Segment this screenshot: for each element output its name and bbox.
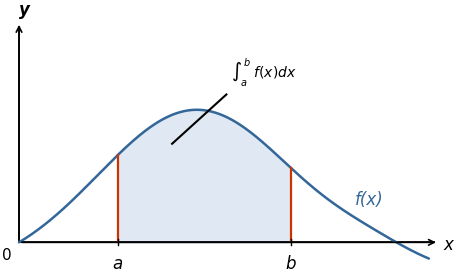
Text: $\int_a^b$ $f(x)dx$: $\int_a^b$ $f(x)dx$ — [232, 56, 297, 89]
Text: b: b — [286, 255, 296, 273]
Text: x: x — [444, 236, 454, 254]
Text: f(x): f(x) — [355, 191, 384, 209]
Text: y: y — [19, 1, 30, 19]
Text: 0: 0 — [2, 248, 11, 263]
Text: a: a — [113, 255, 123, 273]
